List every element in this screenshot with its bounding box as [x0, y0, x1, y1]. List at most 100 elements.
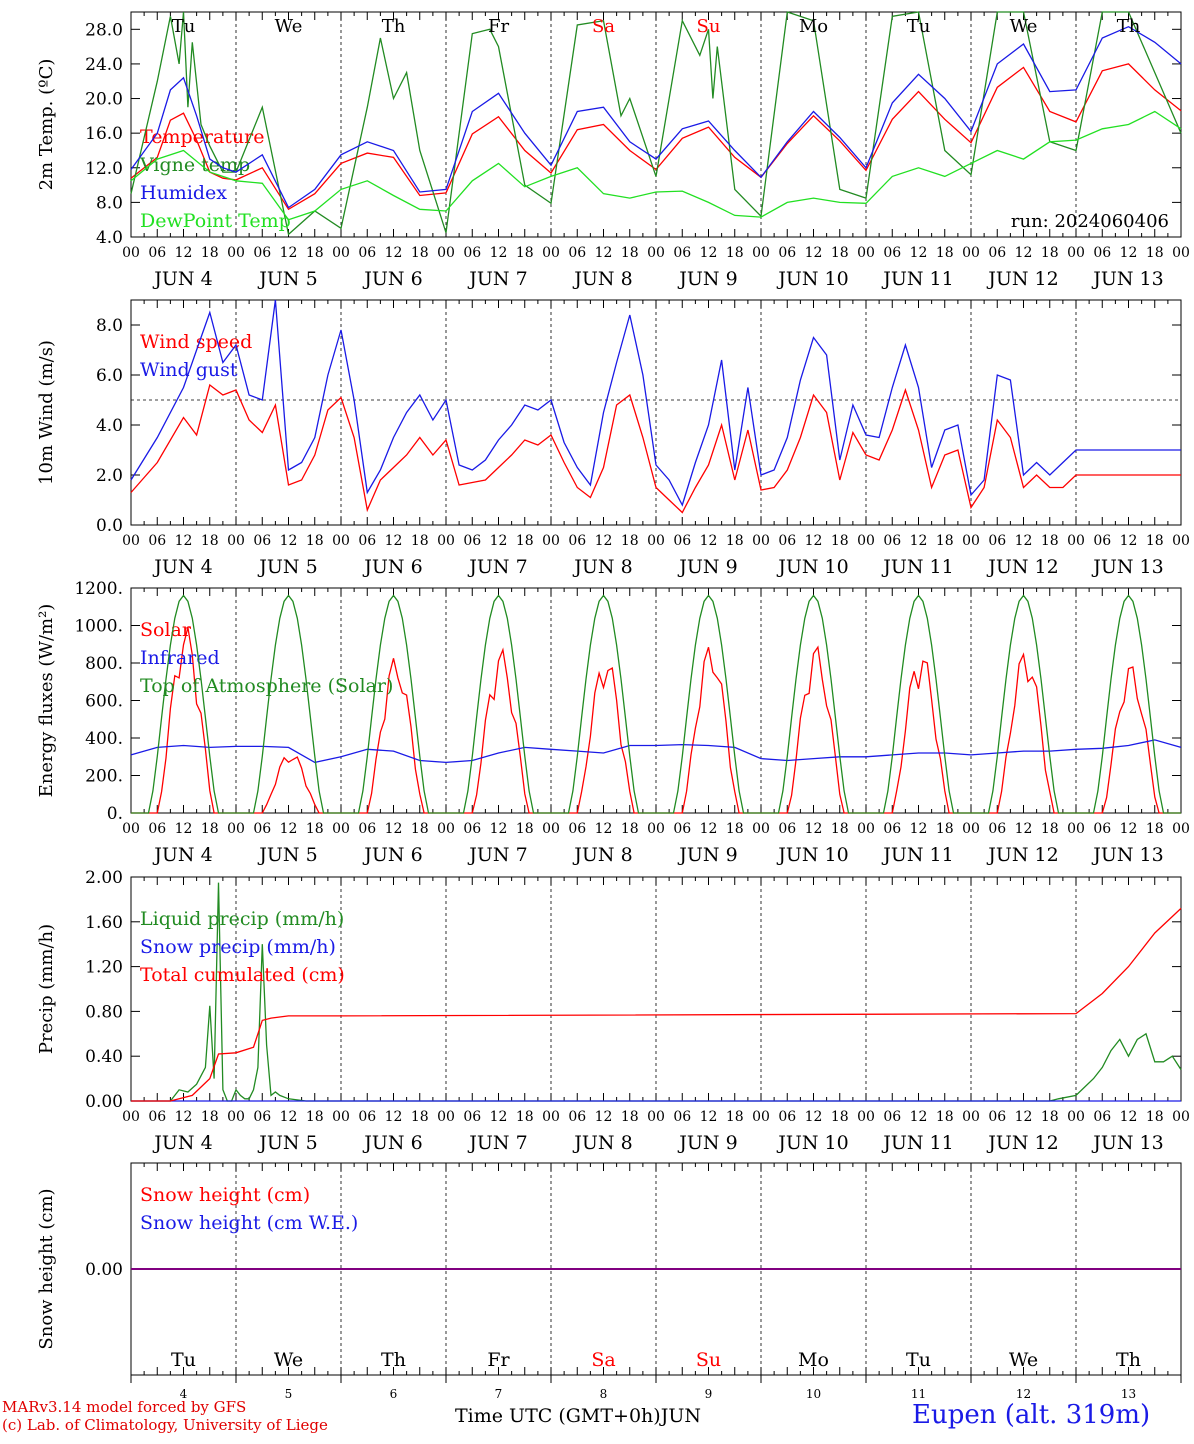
- hour-tick-label: 18: [411, 821, 429, 837]
- y-axis-label: Energy fluxes (W/m²): [36, 604, 57, 798]
- hour-tick-label: 18: [936, 533, 954, 549]
- date-label: JUN 5: [257, 844, 317, 866]
- hour-tick-label: 12: [490, 245, 508, 261]
- hour-tick-label: 12: [280, 821, 298, 837]
- date-label: JUN 13: [1091, 268, 1163, 290]
- hour-tick-label: 12: [490, 533, 508, 549]
- hour-tick-label: 00: [332, 245, 350, 261]
- day-number-label: 13: [1121, 1387, 1136, 1401]
- hour-tick-label: 00: [227, 1109, 245, 1125]
- panel-snow: 0.00 Snow height (cm) Snow height (cm) Snow…: [36, 1162, 1182, 1401]
- hour-tick-label: 12: [1120, 245, 1138, 261]
- y-tick-label: 400.: [85, 729, 123, 749]
- hour-tick-label: 06: [673, 1109, 691, 1125]
- plot-frame: [130, 587, 1182, 814]
- series-line-temp-2: [130, 25, 1182, 209]
- hour-tick-label: 06: [778, 245, 796, 261]
- hour-tick-label: 00: [962, 245, 980, 261]
- hour-tick-label: 06: [673, 821, 691, 837]
- hour-tick-label: 06: [148, 1109, 166, 1125]
- date-label: JUN 4: [152, 268, 212, 290]
- date-label: JUN 9: [677, 1132, 737, 1154]
- hour-tick-label: 00: [122, 245, 140, 261]
- hour-tick-label: 12: [910, 245, 928, 261]
- hour-tick-label: 12: [700, 245, 718, 261]
- hour-tick-label: 06: [673, 533, 691, 549]
- weekday-label: Mo: [798, 1349, 829, 1371]
- y-tick-label: 2.00: [85, 868, 123, 888]
- panel-precip: 0.00 0.40 0.80 1.20 1.60 2.00 Precip (mm/h) Liq…: [36, 868, 1190, 1154]
- y-tick-label: 20.0: [85, 90, 123, 110]
- model-text: MARv3.14 model forced by GFS: [2, 1398, 247, 1416]
- day-number-label: 11: [911, 1387, 926, 1401]
- date-label: JUN 13: [1091, 556, 1163, 578]
- legend-label: Total cumulated (cm): [140, 964, 345, 986]
- hour-tick-label: 12: [175, 533, 193, 549]
- hour-tick-label: 06: [883, 821, 901, 837]
- panel-temp: 4.0 8.0 12.0 16.0 20.0 24.0 28.0 2m Temp. (ºC) T…: [36, 11, 1190, 290]
- hour-tick-label: 00: [437, 245, 455, 261]
- date-label: JUN 6: [362, 1132, 422, 1154]
- hour-tick-label: 00: [1067, 1109, 1085, 1125]
- hour-tick-label: 06: [148, 533, 166, 549]
- hour-tick-label: 12: [280, 533, 298, 549]
- hour-tick-label: 18: [516, 533, 534, 549]
- hour-tick-label: 18: [621, 1109, 639, 1125]
- hour-tick-label: 12: [595, 533, 613, 549]
- model-credit: MARv3.14 model forced by GFS (c) Lab. of…: [2, 1398, 328, 1434]
- y-tick-label: 12.0: [85, 159, 123, 179]
- y-tick-label: 24.0: [85, 55, 123, 75]
- hour-tick-label: 12: [175, 821, 193, 837]
- y-tick-label: 0.40: [85, 1047, 123, 1067]
- hour-tick-label: 12: [805, 533, 823, 549]
- hour-tick-label: 18: [411, 533, 429, 549]
- hour-tick-label: 12: [700, 533, 718, 549]
- hour-tick-label: 18: [831, 1109, 849, 1125]
- location-label: Eupen (alt. 319m): [912, 1400, 1151, 1430]
- hour-tick-label: 12: [1015, 821, 1033, 837]
- day-number-label: 5: [285, 1387, 293, 1401]
- legend-label: Temperature: [140, 126, 264, 148]
- hour-tick-label: 00: [1172, 245, 1190, 261]
- hour-tick-label: 12: [595, 1109, 613, 1125]
- hour-tick-label: 06: [673, 245, 691, 261]
- date-label: JUN 6: [362, 268, 422, 290]
- hour-tick-label: 06: [778, 533, 796, 549]
- weekday-label: We: [1009, 1349, 1038, 1371]
- weekday-label: Th: [1117, 16, 1141, 37]
- hour-tick-label: 00: [542, 1109, 560, 1125]
- date-label: JUN 7: [467, 556, 527, 578]
- panel-energy: 0. 200. 400. 600. 800. 1000. 1200. Energy fluxe…: [36, 579, 1190, 866]
- date-label: JUN 8: [572, 1132, 632, 1154]
- hour-tick-label: 18: [726, 821, 744, 837]
- hour-tick-label: 06: [988, 1109, 1006, 1125]
- hour-tick-label: 18: [1041, 821, 1059, 837]
- weekday-label: Su: [697, 16, 721, 37]
- x-axis-title-month: JUN: [660, 1405, 701, 1427]
- weekday-label: Fr: [488, 16, 509, 37]
- hour-tick-label: 12: [175, 1109, 193, 1125]
- hour-tick-label: 06: [1093, 821, 1111, 837]
- hour-tick-label: 18: [831, 533, 849, 549]
- y-tick-label: 1.20: [85, 958, 123, 978]
- y-tick-label: 2.0: [96, 466, 123, 486]
- date-label: JUN 12: [986, 556, 1058, 578]
- hour-tick-label: 06: [358, 533, 376, 549]
- legend-label: Humidex: [140, 182, 227, 204]
- y-tick-label: 8.0: [96, 193, 123, 213]
- hour-tick-label: 18: [831, 821, 849, 837]
- hour-tick-label: 06: [358, 245, 376, 261]
- date-label: JUN 8: [572, 556, 632, 578]
- hour-tick-label: 18: [621, 245, 639, 261]
- date-label: JUN 13: [1091, 1132, 1163, 1154]
- y-tick-label: 0.: [107, 804, 123, 824]
- legend-label: Snow precip (mm/h): [140, 936, 336, 958]
- date-label: JUN 8: [572, 268, 632, 290]
- weekday-label: Tu: [906, 1349, 931, 1371]
- day-number-label: 9: [705, 1387, 713, 1401]
- hour-tick-label: 18: [411, 245, 429, 261]
- series-line-temp-1: [130, 11, 1182, 236]
- hour-tick-label: 18: [516, 1109, 534, 1125]
- date-label: JUN 6: [362, 844, 422, 866]
- date-label: JUN 4: [152, 556, 212, 578]
